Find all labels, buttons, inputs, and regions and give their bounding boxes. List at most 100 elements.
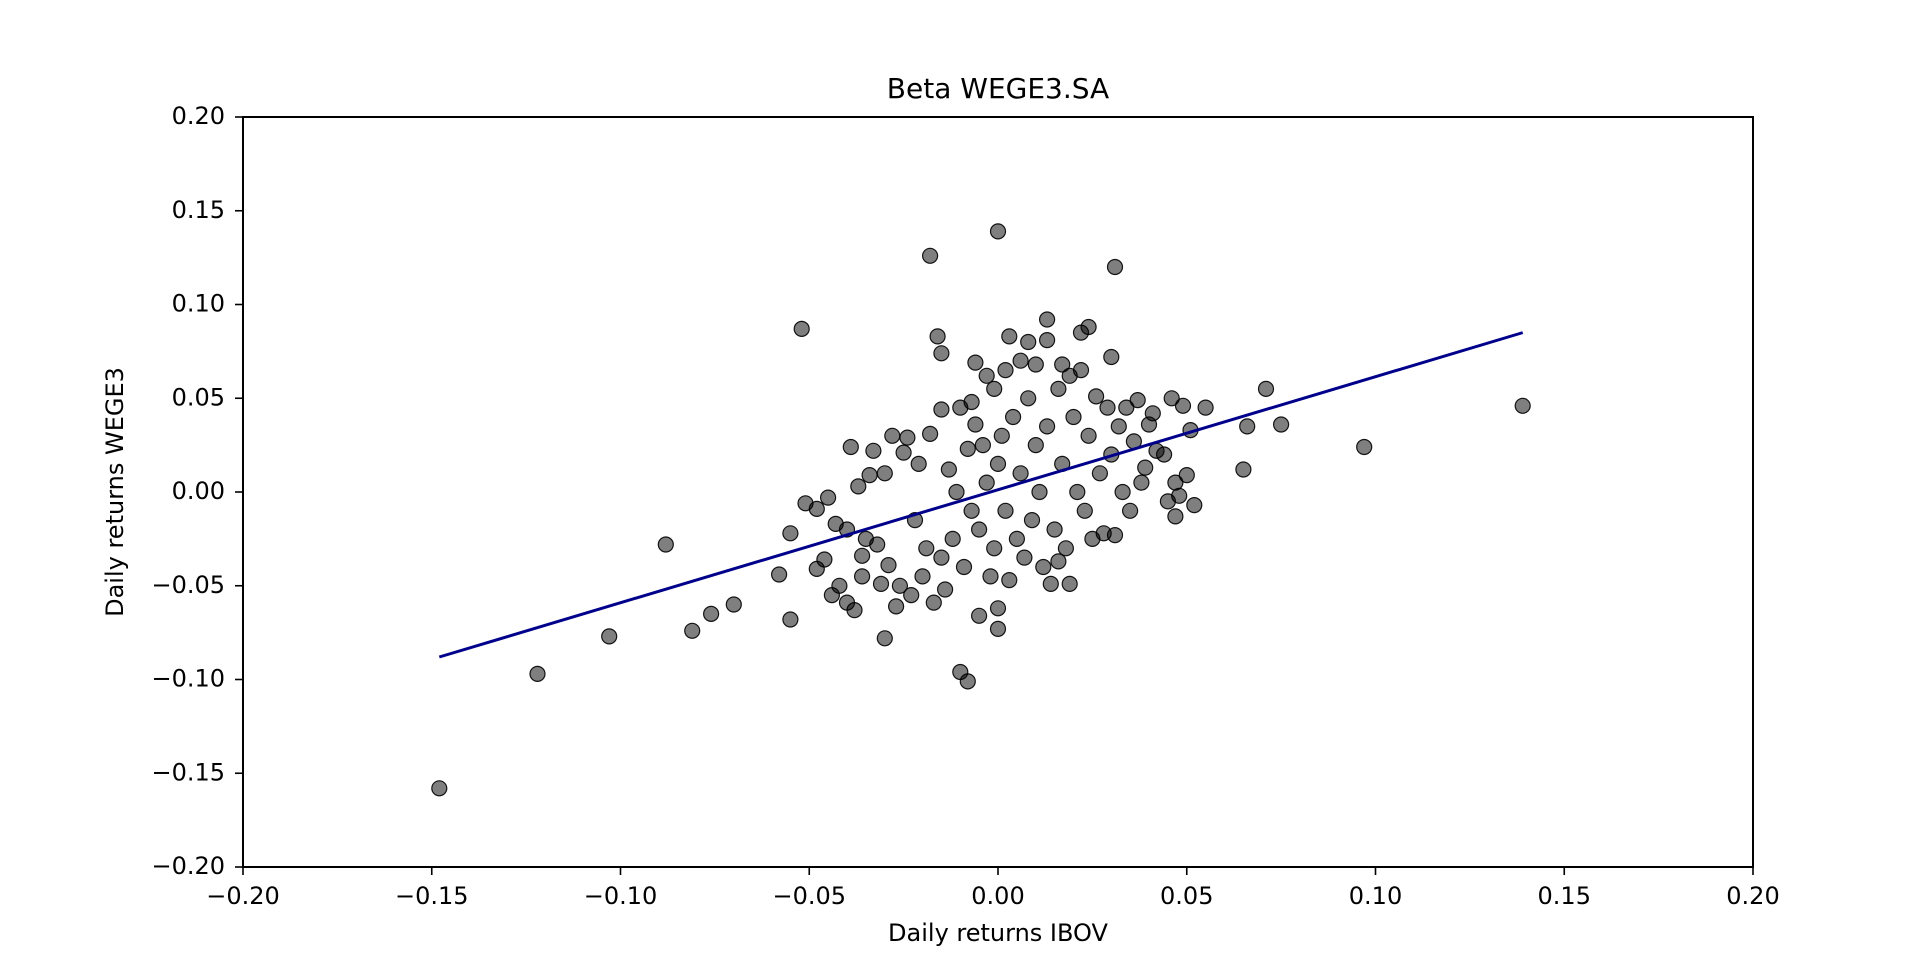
data-point	[884, 427, 901, 444]
data-point	[1121, 502, 1139, 519]
y-tick-label: 0.15	[172, 196, 225, 224]
data-point	[782, 525, 799, 542]
x-ticks: −0.20 −0.15 −0.10 −0.05 0.00 0.05 0.10 0.15 0.20	[206, 867, 1780, 910]
data-point	[846, 601, 863, 619]
data-point	[989, 455, 1007, 472]
data-point	[1001, 328, 1018, 345]
data-point	[989, 223, 1007, 240]
data-point	[601, 628, 618, 645]
data-point	[997, 502, 1014, 519]
data-point	[1046, 521, 1063, 538]
data-point	[842, 438, 859, 456]
data-point	[1080, 318, 1097, 336]
data-point	[1065, 408, 1082, 426]
data-point	[1057, 540, 1075, 557]
data-point	[967, 416, 984, 433]
data-point	[1020, 390, 1037, 407]
data-point	[782, 611, 799, 628]
data-point	[808, 500, 825, 517]
data-point	[933, 401, 950, 418]
data-point	[929, 328, 946, 345]
data-point	[1027, 437, 1044, 454]
data-point	[936, 581, 954, 598]
data-point	[1272, 416, 1290, 433]
x-tick-label: 0.10	[1349, 882, 1402, 910]
data-point	[1031, 483, 1048, 501]
data-point	[1023, 511, 1041, 529]
data-point	[933, 345, 950, 362]
line-layer	[438, 331, 1524, 659]
data-point	[1106, 258, 1124, 276]
data-point	[959, 673, 976, 690]
data-point	[869, 536, 886, 553]
x-tick-label: 0.05	[1160, 882, 1213, 910]
y-axis-label: Daily returns WEGE3	[101, 367, 129, 617]
y-tick-label: 0.05	[172, 383, 225, 411]
data-point	[933, 549, 950, 566]
data-point	[1004, 408, 1022, 426]
data-point	[725, 596, 742, 613]
data-point	[978, 367, 995, 384]
data-point	[1091, 465, 1109, 482]
data-point	[914, 568, 931, 585]
y-tick-label: −0.05	[151, 571, 225, 599]
data-point	[1016, 549, 1033, 566]
data-point	[993, 427, 1010, 444]
data-point	[1087, 388, 1105, 405]
data-point	[910, 455, 927, 472]
y-tick-label: 0.20	[172, 102, 225, 130]
x-tick-label: −0.10	[584, 882, 658, 910]
data-point	[1110, 418, 1127, 435]
data-point	[925, 594, 942, 611]
data-point	[1035, 558, 1052, 576]
data-point	[963, 393, 980, 411]
data-point	[1257, 380, 1275, 397]
data-point	[853, 547, 871, 564]
data-point	[876, 630, 893, 647]
data-point	[921, 425, 939, 442]
data-point	[1099, 399, 1116, 416]
data-point	[921, 247, 939, 264]
data-point	[529, 665, 546, 683]
data-point	[865, 442, 882, 459]
data-point	[974, 437, 992, 454]
y-tick-label: −0.15	[151, 758, 225, 786]
data-point	[1133, 474, 1150, 491]
x-tick-label: 0.00	[971, 882, 1024, 910]
data-point	[986, 380, 1003, 397]
data-point	[1197, 399, 1214, 416]
data-point	[959, 440, 976, 457]
data-point	[982, 568, 999, 585]
data-point	[944, 530, 961, 548]
data-point	[895, 444, 912, 461]
data-point	[1235, 461, 1252, 478]
data-point	[1356, 438, 1373, 456]
data-point	[899, 429, 916, 446]
points-layer	[431, 223, 1531, 797]
data-point	[684, 622, 701, 639]
data-point	[986, 540, 1003, 557]
x-axis-label: Daily returns IBOV	[888, 919, 1108, 947]
data-point	[853, 568, 871, 585]
data-point	[1186, 497, 1203, 514]
data-point	[1038, 418, 1056, 435]
data-point	[1174, 397, 1192, 414]
data-point	[989, 600, 1007, 617]
data-point	[918, 540, 935, 557]
data-point	[1129, 392, 1146, 409]
x-tick-label: −0.05	[772, 882, 846, 910]
data-point	[850, 478, 867, 495]
data-point	[1038, 311, 1056, 328]
data-point	[831, 577, 848, 594]
data-point	[1144, 405, 1161, 422]
y-tick-label: −0.10	[151, 665, 225, 693]
data-point	[1027, 356, 1044, 373]
data-point	[1001, 571, 1018, 589]
data-point	[1080, 427, 1097, 444]
data-point	[1069, 483, 1086, 501]
data-point	[702, 605, 720, 623]
y-tick-label: −0.20	[151, 852, 225, 880]
data-point	[948, 483, 965, 501]
data-point	[819, 489, 837, 506]
